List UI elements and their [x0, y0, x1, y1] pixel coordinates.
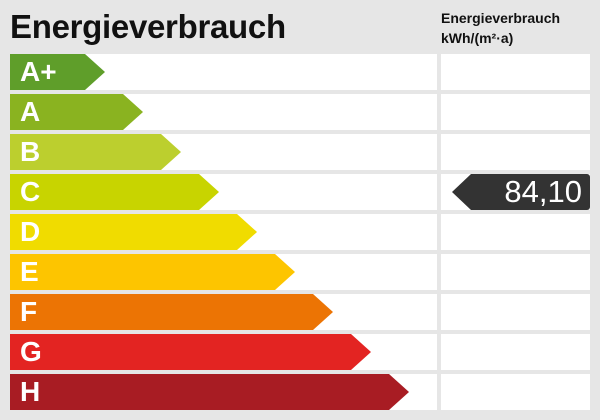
class-arrow: G — [10, 334, 371, 370]
class-arrow: H — [10, 374, 409, 410]
value-cell — [441, 374, 590, 410]
value-cell — [441, 334, 590, 370]
class-label: H — [20, 376, 41, 407]
value-cell — [441, 134, 590, 170]
class-label: G — [20, 336, 42, 367]
value-cell — [441, 94, 590, 130]
class-label: D — [20, 216, 41, 247]
consumption-value: 84,10 — [504, 174, 582, 209]
column-title: Energieverbrauch — [441, 10, 561, 26]
class-arrow: C — [10, 174, 219, 210]
energy-class-row: A — [10, 94, 590, 130]
column-header: Energieverbrauch kWh/(m²·a) — [441, 8, 560, 48]
class-label: C — [20, 176, 41, 207]
energy-class-row: H — [10, 374, 590, 410]
energy-class-row: G — [10, 334, 590, 370]
class-arrow: F — [10, 294, 333, 330]
energy-class-row: A+ — [10, 54, 590, 90]
consumption-indicator: 84,10 — [452, 174, 590, 210]
energy-class-row: E — [10, 254, 590, 290]
value-cell — [441, 254, 590, 290]
class-arrow: A — [10, 94, 143, 130]
class-label: E — [20, 256, 39, 287]
class-label: B — [20, 136, 41, 167]
class-arrow: A+ — [10, 54, 105, 90]
class-label: A — [20, 96, 41, 127]
value-cell — [441, 54, 590, 90]
class-arrow: E — [10, 254, 295, 290]
page-title: Energieverbrauch — [10, 8, 286, 45]
class-label: F — [20, 296, 38, 327]
column-unit: kWh/(m²·a) — [441, 30, 514, 46]
value-cell — [441, 214, 590, 250]
energy-class-row: F — [10, 294, 590, 330]
class-arrow: B — [10, 134, 181, 170]
value-cell — [441, 294, 590, 330]
energy-class-row: B — [10, 134, 590, 170]
class-label: A+ — [20, 56, 57, 87]
energy-class-row: D — [10, 214, 590, 250]
class-arrow: D — [10, 214, 257, 250]
energy-class-row: C 84,10 — [10, 174, 590, 210]
